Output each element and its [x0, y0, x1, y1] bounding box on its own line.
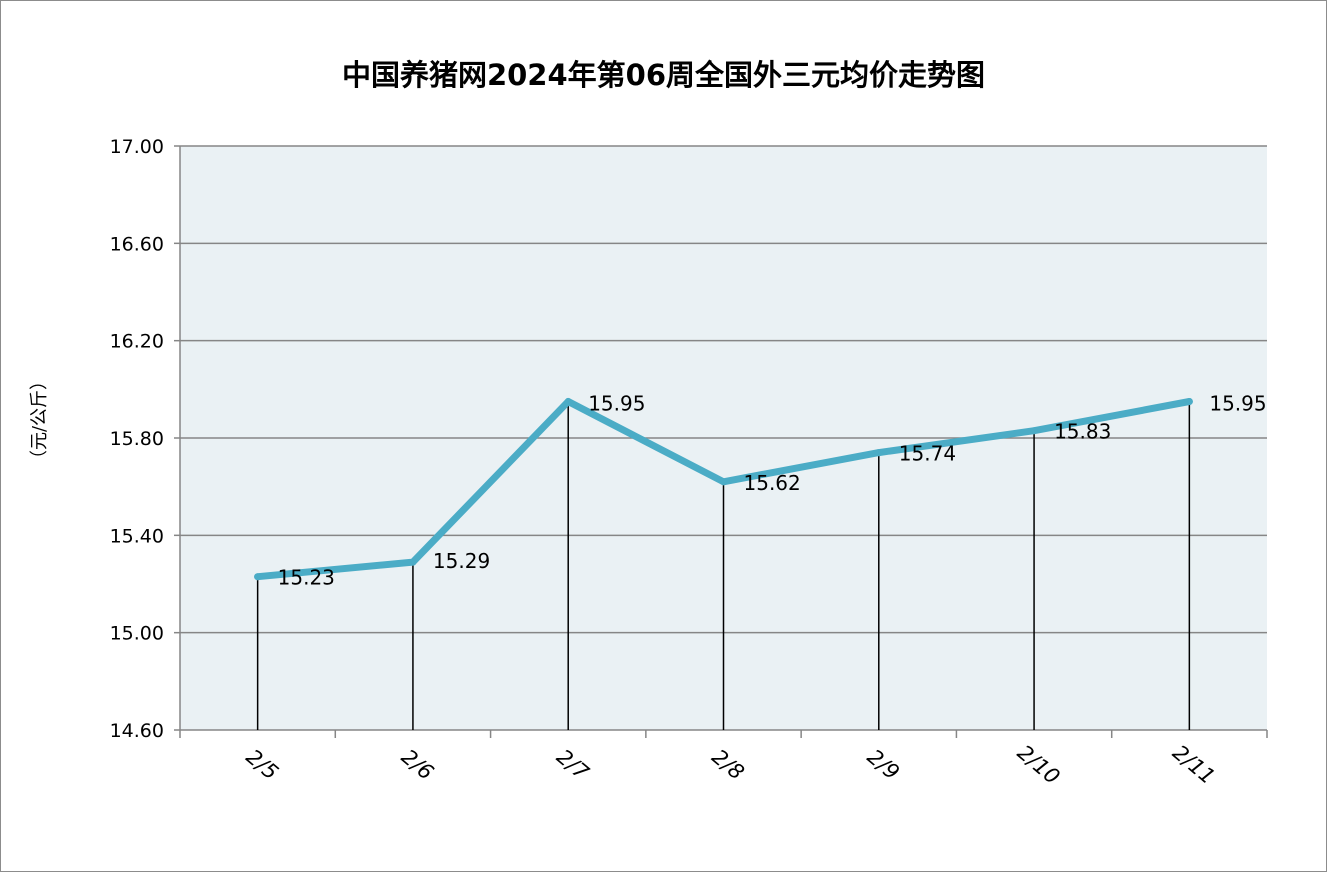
data-point	[564, 398, 572, 405]
data-label: 15.95	[1209, 392, 1266, 416]
data-label: 15.23	[278, 566, 335, 590]
data-labels: 15.23 15.29 15.95 15.62 15.74 15.83 15.95	[278, 392, 1267, 590]
data-point	[409, 558, 417, 566]
x-tick-label: 2/10	[1013, 740, 1065, 789]
y-tick-label: 16.20	[110, 331, 164, 353]
data-label: 15.62	[744, 471, 801, 495]
drop-lines	[256, 401, 1191, 730]
y-tick-labels: 14.60 15.00 15.40 15.80 16.20 16.60 17.00	[110, 136, 164, 742]
x-tick-label: 2/11	[1168, 740, 1220, 789]
y-tick-label: 15.40	[110, 525, 164, 547]
data-label: 15.29	[433, 549, 490, 573]
x-tick-label: 2/5	[241, 745, 282, 785]
y-tick-label: 16.60	[110, 233, 164, 255]
data-label: 15.83	[1054, 420, 1111, 444]
data-point	[875, 449, 883, 457]
x-tick-label: 2/7	[552, 745, 594, 786]
data-label: 15.95	[588, 392, 645, 416]
y-tick-label: 17.00	[110, 136, 164, 158]
x-tick-labels: 2/5 2/6 2/7 2/8 2/9 2/10 2/11	[241, 740, 1219, 789]
x-tick-label: 2/9	[863, 745, 904, 785]
chart-title: 中国养猪网2024年第06周全国外三元均价走势图	[341, 58, 986, 92]
data-label: 15.74	[899, 442, 956, 466]
series-layer	[254, 398, 1193, 581]
data-point	[1185, 398, 1193, 405]
y-tick-label: 15.00	[110, 623, 164, 645]
y-tick-label: 15.80	[110, 428, 164, 450]
data-point	[254, 573, 262, 581]
y-tick-label: 14.60	[110, 720, 164, 742]
x-tick-label: 2/6	[397, 745, 438, 785]
x-tick-label: 2/8	[707, 745, 748, 785]
data-point	[1030, 427, 1038, 435]
data-point	[720, 478, 727, 486]
